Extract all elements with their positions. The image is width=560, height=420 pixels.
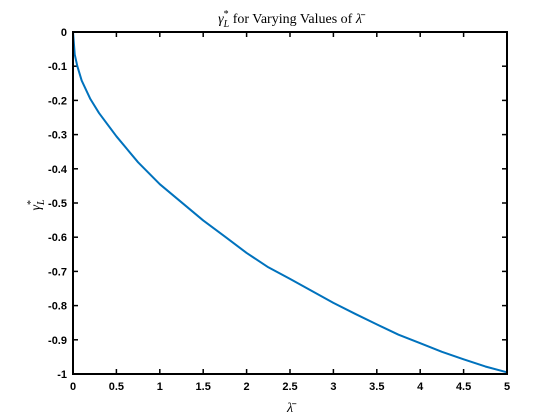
- series-line: [72, 31, 508, 374]
- series-group: [72, 31, 508, 374]
- y-axis-label: γ*L: [26, 199, 47, 211]
- title-text: for Varying Values of: [229, 12, 356, 27]
- x-tick-label: 0.5: [109, 381, 124, 393]
- tick-labels: 0 0.5 1 1.5 2 2.5 3 3.5 4 4.5 5 0 -0.1 -0.2 -0.3 -0.4 -0…: [48, 27, 510, 393]
- axes-box: [72, 31, 508, 375]
- y-tick-label: -0.5: [48, 198, 67, 210]
- x-tick-label: 1.5: [196, 381, 211, 393]
- y-tick-label: -0.1: [48, 61, 67, 73]
- x-tick-label: 3.5: [369, 381, 384, 393]
- y-tick-label: -0.3: [48, 130, 67, 142]
- x-axis-label: λ̄: [286, 401, 297, 416]
- y-tick-label: -0.9: [48, 335, 67, 347]
- y-tick-label: -0.6: [48, 232, 67, 244]
- title-gamma: γ: [218, 12, 224, 27]
- y-tick-label: -0.8: [48, 301, 67, 313]
- title-sub: L: [223, 19, 230, 30]
- y-tick-label: -0.4: [48, 164, 68, 176]
- x-tick-label: 4.5: [456, 381, 471, 393]
- x-tick-label: 2: [244, 381, 250, 393]
- title-sup: *: [224, 9, 229, 20]
- plot-area: [73, 32, 507, 374]
- x-tick-label: 5: [504, 381, 510, 393]
- x-tick-label: 2.5: [282, 381, 297, 393]
- y-tick-label: -0.7: [48, 266, 67, 278]
- ylabel-gamma: γ: [29, 205, 44, 211]
- ylabel-sup: *: [26, 200, 37, 205]
- y-tick-label: 0: [61, 27, 67, 39]
- y-tick-label: -0.2: [48, 95, 67, 107]
- x-tick-label: 4: [417, 381, 424, 393]
- x-tick-label: 3: [330, 381, 336, 393]
- x-tick-label: 0: [70, 381, 76, 393]
- svg-text:γ*L: γ*L: [26, 199, 47, 211]
- x-tick-label: 1: [157, 381, 163, 393]
- svg-text:γ*L for Varying Values of λ̄: γ* L for Varying Values of λ̄: [218, 9, 366, 30]
- y-tick-label: -1: [57, 369, 67, 381]
- ylabel-sub: L: [36, 199, 47, 206]
- title-lambda: λ̄: [355, 12, 366, 27]
- plot-title: γ* L for Varying Values of λ̄: [218, 9, 366, 30]
